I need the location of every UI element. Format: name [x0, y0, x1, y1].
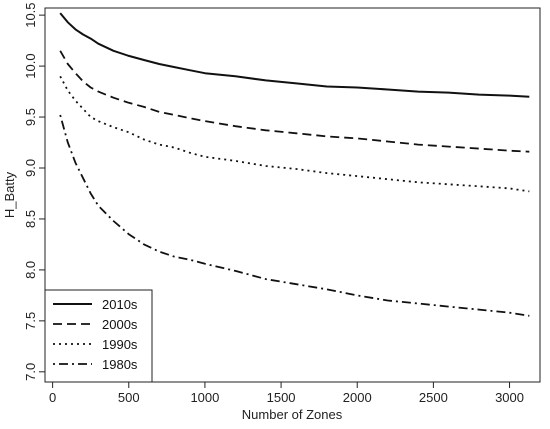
series-line-1980s [59, 114, 530, 317]
legend-box [44, 289, 153, 383]
series-line-2010s [59, 12, 530, 98]
x-tick-label: 2500 [419, 390, 448, 405]
x-tick-label: 1000 [190, 390, 219, 405]
y-tick-label: 7.5 [23, 312, 38, 330]
plot-frame [44, 7, 541, 383]
x-tick-label: 500 [118, 390, 140, 405]
x-axis-title: Number of Zones [242, 407, 343, 422]
series-layer [59, 12, 530, 317]
y-tick-label: 9.0 [23, 159, 38, 177]
y-tick-label: 8.5 [23, 210, 38, 228]
series-line-1990s [59, 75, 530, 193]
y-tick-label: 9.5 [23, 108, 38, 126]
legend-label-1980s: 1980s [102, 357, 138, 372]
series-line-2000s [59, 50, 530, 153]
y-tick-label: 10.0 [23, 53, 38, 78]
y-axis-title: H_Batty [2, 171, 17, 218]
legend-label-2000s: 2000s [102, 317, 138, 332]
legend: 2010s 2000s 1990s 1980s [44, 289, 153, 383]
x-tick-label: 1500 [267, 390, 296, 405]
y-tick-label: 10.5 [23, 2, 38, 27]
x-tick-label: 0 [49, 390, 56, 405]
y-axis: 7.0 7.5 8.0 8.5 9.0 9.5 10.0 10.5 [23, 2, 45, 381]
y-tick-label: 8.0 [23, 261, 38, 279]
x-axis: 0 500 1000 1500 2000 2500 3000 [49, 382, 524, 405]
y-tick-label: 7.0 [23, 363, 38, 381]
x-tick-label: 3000 [495, 390, 524, 405]
legend-label-1990s: 1990s [102, 337, 138, 352]
x-tick-label: 2000 [343, 390, 372, 405]
legend-label-2010s: 2010s [102, 297, 138, 312]
